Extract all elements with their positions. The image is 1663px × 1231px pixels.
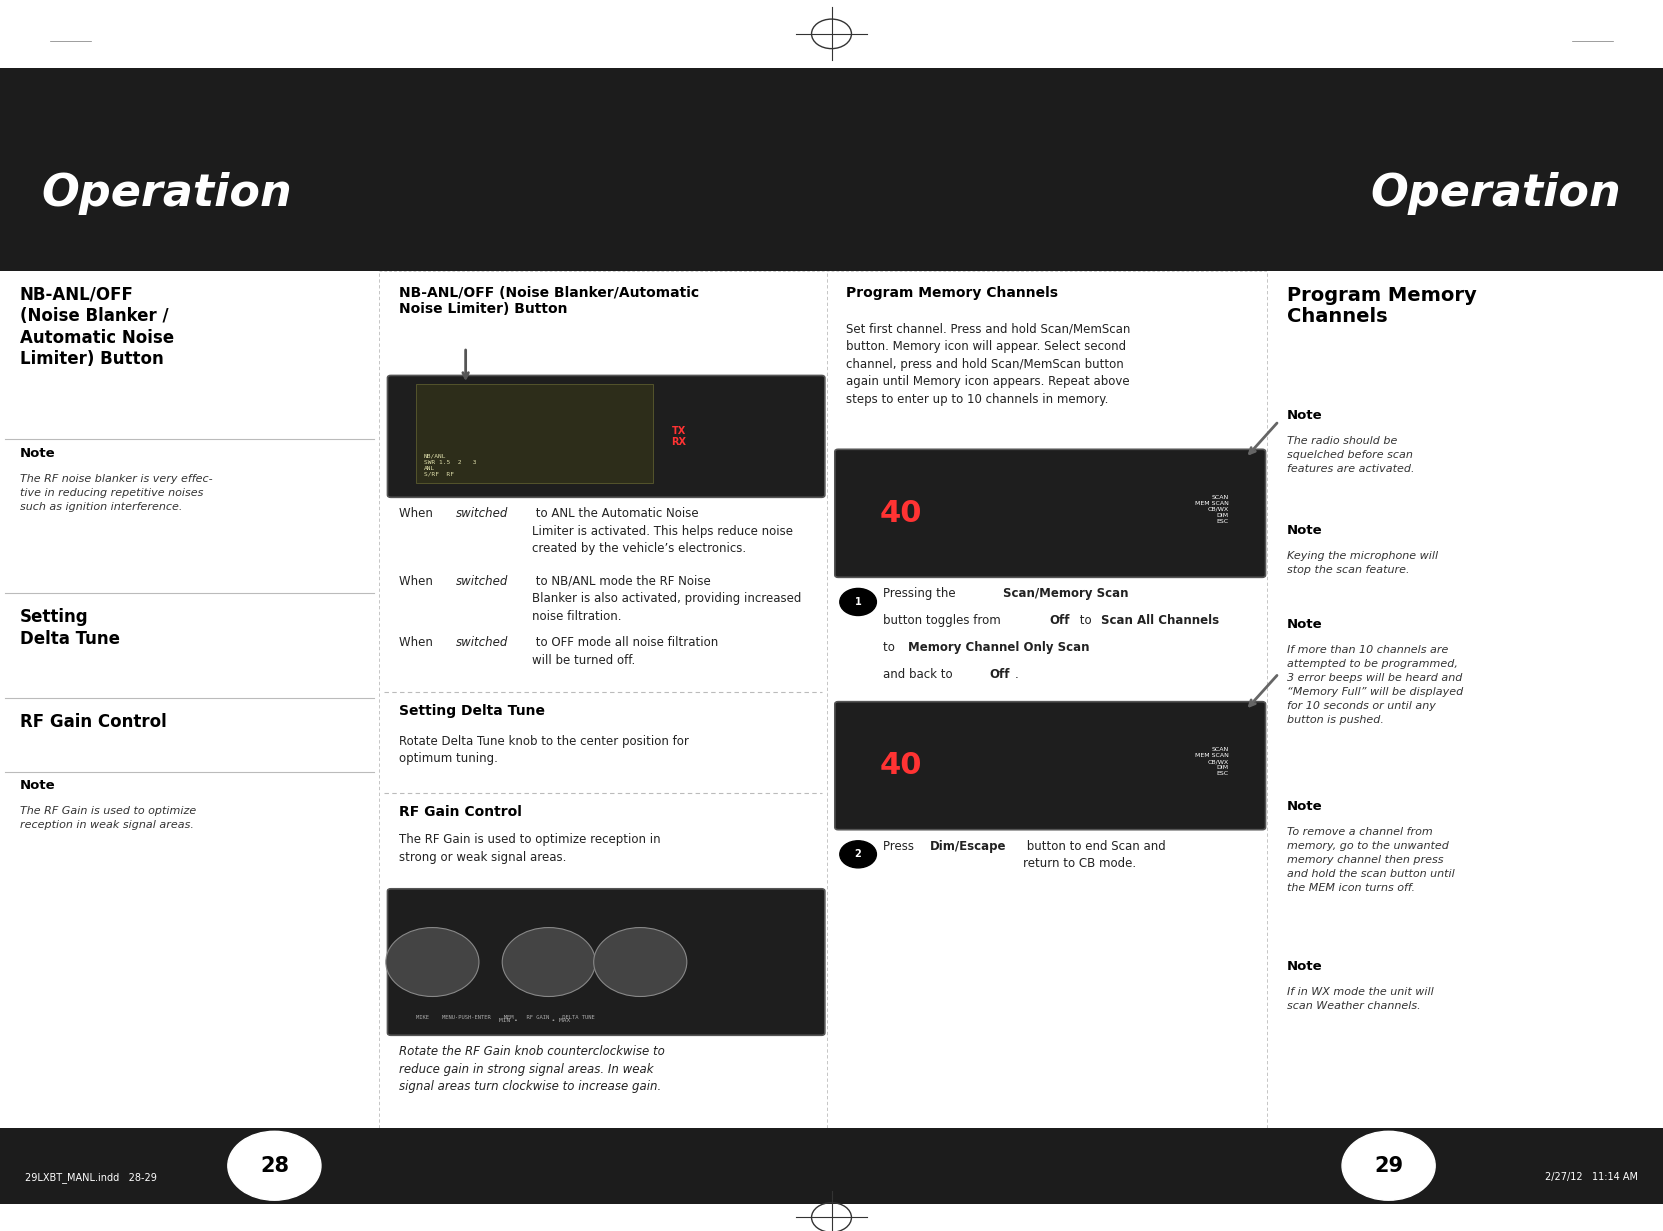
- Text: and back to: and back to: [883, 668, 956, 682]
- Text: 1: 1: [855, 597, 861, 607]
- Text: to: to: [1076, 614, 1096, 628]
- Text: 29: 29: [1374, 1156, 1404, 1176]
- Text: MIKE    MENU·PUSH·ENTER    MEM    RF GAIN    DELTA TUNE: MIKE MENU·PUSH·ENTER MEM RF GAIN DELTA T…: [416, 1016, 594, 1020]
- Text: SCAN
MEM SCAN
CB/WX
DIM
ESC: SCAN MEM SCAN CB/WX DIM ESC: [1196, 495, 1229, 524]
- Text: to ANL the Automatic Noise
Limiter is activated. This helps reduce noise
created: to ANL the Automatic Noise Limiter is ac…: [532, 507, 793, 555]
- Circle shape: [594, 928, 687, 997]
- Text: 29LXBT_MANL.indd   28-29: 29LXBT_MANL.indd 28-29: [25, 1172, 156, 1183]
- Text: 40: 40: [880, 499, 923, 528]
- Text: The RF Gain is used to optimize reception in
strong or weak signal areas.: The RF Gain is used to optimize receptio…: [399, 833, 660, 864]
- Bar: [0, 1128, 1663, 1204]
- Text: NB-ANL/OFF (Noise Blanker/Automatic
Noise Limiter) Button: NB-ANL/OFF (Noise Blanker/Automatic Nois…: [399, 286, 698, 316]
- FancyBboxPatch shape: [387, 889, 825, 1035]
- Text: MIN •         • MAX: MIN • • MAX: [499, 1018, 570, 1023]
- Text: When: When: [399, 507, 437, 521]
- Text: .: .: [1014, 668, 1018, 682]
- Text: NB-ANL/OFF
(Noise Blanker /
Automatic Noise
Limiter) Button: NB-ANL/OFF (Noise Blanker / Automatic No…: [20, 286, 175, 368]
- Text: RF Gain Control: RF Gain Control: [20, 713, 166, 731]
- Text: Off: Off: [1049, 614, 1069, 628]
- Text: Set first channel. Press and hold Scan/MemScan
button. Memory icon will appear. : Set first channel. Press and hold Scan/M…: [846, 323, 1131, 405]
- Text: Note: Note: [20, 779, 55, 793]
- Text: Keying the microphone will
stop the scan feature.: Keying the microphone will stop the scan…: [1287, 551, 1438, 575]
- Text: to OFF mode all noise filtration
will be turned off.: to OFF mode all noise filtration will be…: [532, 636, 718, 667]
- Text: If more than 10 channels are
attempted to be programmed,
3 error beeps will be h: If more than 10 channels are attempted t…: [1287, 645, 1463, 725]
- Text: 28: 28: [259, 1156, 289, 1176]
- Text: Scan All Channels: Scan All Channels: [1101, 614, 1219, 628]
- Circle shape: [502, 928, 595, 997]
- Text: The RF noise blanker is very effec-
tive in reducing repetitive noises
such as i: The RF noise blanker is very effec- tive…: [20, 474, 213, 512]
- FancyBboxPatch shape: [387, 375, 825, 497]
- Text: 40: 40: [880, 751, 923, 780]
- Text: Setting
Delta Tune: Setting Delta Tune: [20, 608, 120, 648]
- Text: Operation: Operation: [42, 172, 293, 215]
- Text: SCAN
MEM SCAN
CB/WX
DIM
ESC: SCAN MEM SCAN CB/WX DIM ESC: [1196, 747, 1229, 777]
- FancyBboxPatch shape: [835, 449, 1266, 577]
- Text: To remove a channel from
memory, go to the unwanted
memory channel then press
an: To remove a channel from memory, go to t…: [1287, 827, 1455, 894]
- Text: Memory Channel Only Scan: Memory Channel Only Scan: [908, 641, 1089, 655]
- Bar: [0, 1204, 1663, 1231]
- Text: Program Memory
Channels: Program Memory Channels: [1287, 286, 1477, 326]
- Text: Off: Off: [989, 668, 1009, 682]
- Text: to: to: [883, 641, 898, 655]
- Text: 2: 2: [855, 849, 861, 859]
- Text: If in WX mode the unit will
scan Weather channels.: If in WX mode the unit will scan Weather…: [1287, 987, 1434, 1011]
- Text: TX
RX: TX RX: [672, 426, 687, 447]
- FancyBboxPatch shape: [835, 702, 1266, 830]
- Text: RF Gain Control: RF Gain Control: [399, 805, 522, 819]
- Circle shape: [840, 588, 876, 616]
- Text: Note: Note: [1287, 800, 1322, 814]
- Text: NB/ANL
SWR 1.5  2   3
ANL
S/RF  RF: NB/ANL SWR 1.5 2 3 ANL S/RF RF: [424, 454, 477, 476]
- Text: Dim/Escape: Dim/Escape: [930, 840, 1006, 853]
- Text: Press: Press: [883, 840, 918, 853]
- Circle shape: [1342, 1131, 1435, 1200]
- Text: Note: Note: [1287, 618, 1322, 632]
- Text: button toggles from: button toggles from: [883, 614, 1004, 628]
- Text: 2/27/12   11:14 AM: 2/27/12 11:14 AM: [1545, 1172, 1638, 1182]
- Text: button to end Scan and
return to CB mode.: button to end Scan and return to CB mode…: [1023, 840, 1166, 870]
- Text: Operation: Operation: [1370, 172, 1621, 215]
- Text: Note: Note: [1287, 960, 1322, 974]
- Text: to NB/ANL mode the RF Noise
Blanker is also activated, providing increased
noise: to NB/ANL mode the RF Noise Blanker is a…: [532, 575, 802, 623]
- Text: The radio should be
squelched before scan
features are activated.: The radio should be squelched before sca…: [1287, 436, 1415, 474]
- Text: Note: Note: [20, 447, 55, 460]
- Text: Scan/Memory Scan: Scan/Memory Scan: [1003, 587, 1128, 601]
- Text: When: When: [399, 575, 437, 588]
- Text: Note: Note: [1287, 524, 1322, 538]
- Text: switched: switched: [456, 636, 507, 650]
- Text: Note: Note: [1287, 409, 1322, 422]
- Circle shape: [386, 928, 479, 997]
- Bar: [0, 0, 1663, 271]
- Bar: [416, 384, 652, 483]
- Circle shape: [840, 841, 876, 868]
- Text: Setting Delta Tune: Setting Delta Tune: [399, 704, 545, 718]
- Text: Rotate Delta Tune knob to the center position for
optimum tuning.: Rotate Delta Tune knob to the center pos…: [399, 735, 688, 766]
- Text: Rotate the RF Gain knob counterclockwise to
reduce gain in strong signal areas. : Rotate the RF Gain knob counterclockwise…: [399, 1045, 665, 1093]
- Text: When: When: [399, 636, 437, 650]
- Bar: [0, 0, 1663, 68]
- Text: switched: switched: [456, 507, 507, 521]
- Text: Program Memory Channels: Program Memory Channels: [846, 286, 1058, 299]
- Text: Pressing the: Pressing the: [883, 587, 960, 601]
- Text: switched: switched: [456, 575, 507, 588]
- Text: The RF Gain is used to optimize
reception in weak signal areas.: The RF Gain is used to optimize receptio…: [20, 806, 196, 830]
- Circle shape: [228, 1131, 321, 1200]
